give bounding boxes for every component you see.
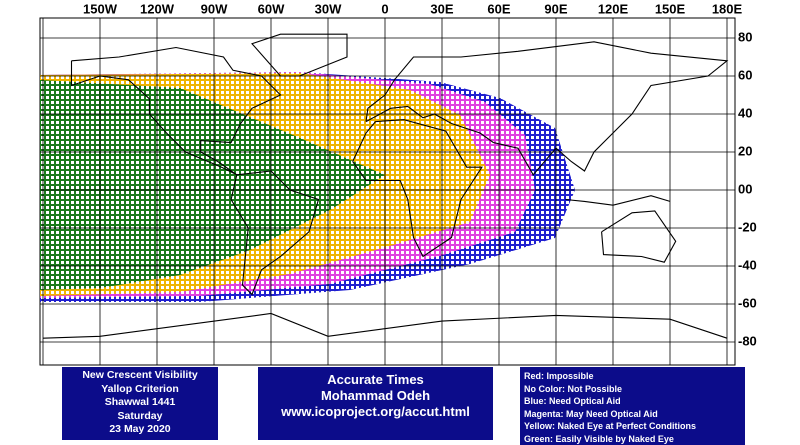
- info-line: Mohammad Odeh: [320, 388, 431, 403]
- info-line: Green: Easily Visible by Naked Eye: [524, 433, 674, 444]
- lon-label: 90E: [544, 1, 567, 16]
- lon-label: 180E: [712, 1, 743, 16]
- legend: Red: Impossible No Color: Not Possible Blu…: [520, 367, 745, 445]
- lon-label: 150W: [83, 1, 118, 16]
- info-left: New Crescent Visibility Yallop Criterion S…: [62, 367, 218, 440]
- info-line: Saturday: [117, 409, 163, 422]
- lat-label: -60: [738, 295, 757, 310]
- info-center: Accurate Times Mohammad Odeh www.icoprojec…: [258, 367, 493, 440]
- land-outline: [565, 195, 671, 206]
- lat-label: 80: [738, 29, 752, 44]
- info-line: New Crescent Visibility: [82, 369, 198, 381]
- lat-label: -80: [738, 333, 757, 348]
- lon-label: 60W: [258, 1, 285, 16]
- info-line: Shawwal 1441: [104, 396, 176, 408]
- info-line: Accurate Times: [327, 372, 424, 387]
- info-line: Yallop Criterion: [101, 382, 179, 395]
- info-line: No Color: Not Possible: [524, 383, 623, 394]
- lat-label: -40: [738, 257, 757, 272]
- info-line: www.icoproject.org/accut.html: [281, 404, 470, 419]
- lon-label: 30E: [430, 1, 453, 16]
- lat-label: -20: [738, 219, 757, 234]
- land-outline: [70, 46, 282, 176]
- lat-label: 20: [738, 143, 752, 158]
- info-line: Magenta: May Need Optical Aid: [524, 408, 658, 419]
- land-outline: [42, 312, 728, 339]
- zone-green: [40, 80, 385, 290]
- info-line: 23 May 2020: [109, 423, 171, 435]
- lon-label: 120W: [140, 1, 175, 16]
- land-outline: [251, 33, 348, 77]
- land-outline: [352, 119, 483, 258]
- lon-label: 0: [381, 1, 388, 16]
- lat-label: 00: [738, 181, 752, 196]
- info-line: Blue: Need Optical Aid: [524, 396, 621, 407]
- land-outline: [230, 170, 320, 296]
- land-outline: [365, 41, 729, 176]
- lon-label: 30W: [315, 1, 342, 16]
- lat-label: 60: [738, 67, 752, 82]
- lat-label: 40: [738, 105, 752, 120]
- info-line: Yellow: Naked Eye at Perfect Conditions: [524, 421, 697, 432]
- map: 150W 120W 90W 60W 30W 0 30E 60E 90E 120E 150E 180E 8…: [39, 1, 757, 366]
- land-outline: [601, 210, 677, 263]
- info-line: Red: Impossible: [524, 371, 594, 381]
- lon-label: 60E: [487, 1, 510, 16]
- lon-label: 150E: [655, 1, 686, 16]
- lon-label: 120E: [598, 1, 629, 16]
- lon-label: 90W: [201, 1, 228, 16]
